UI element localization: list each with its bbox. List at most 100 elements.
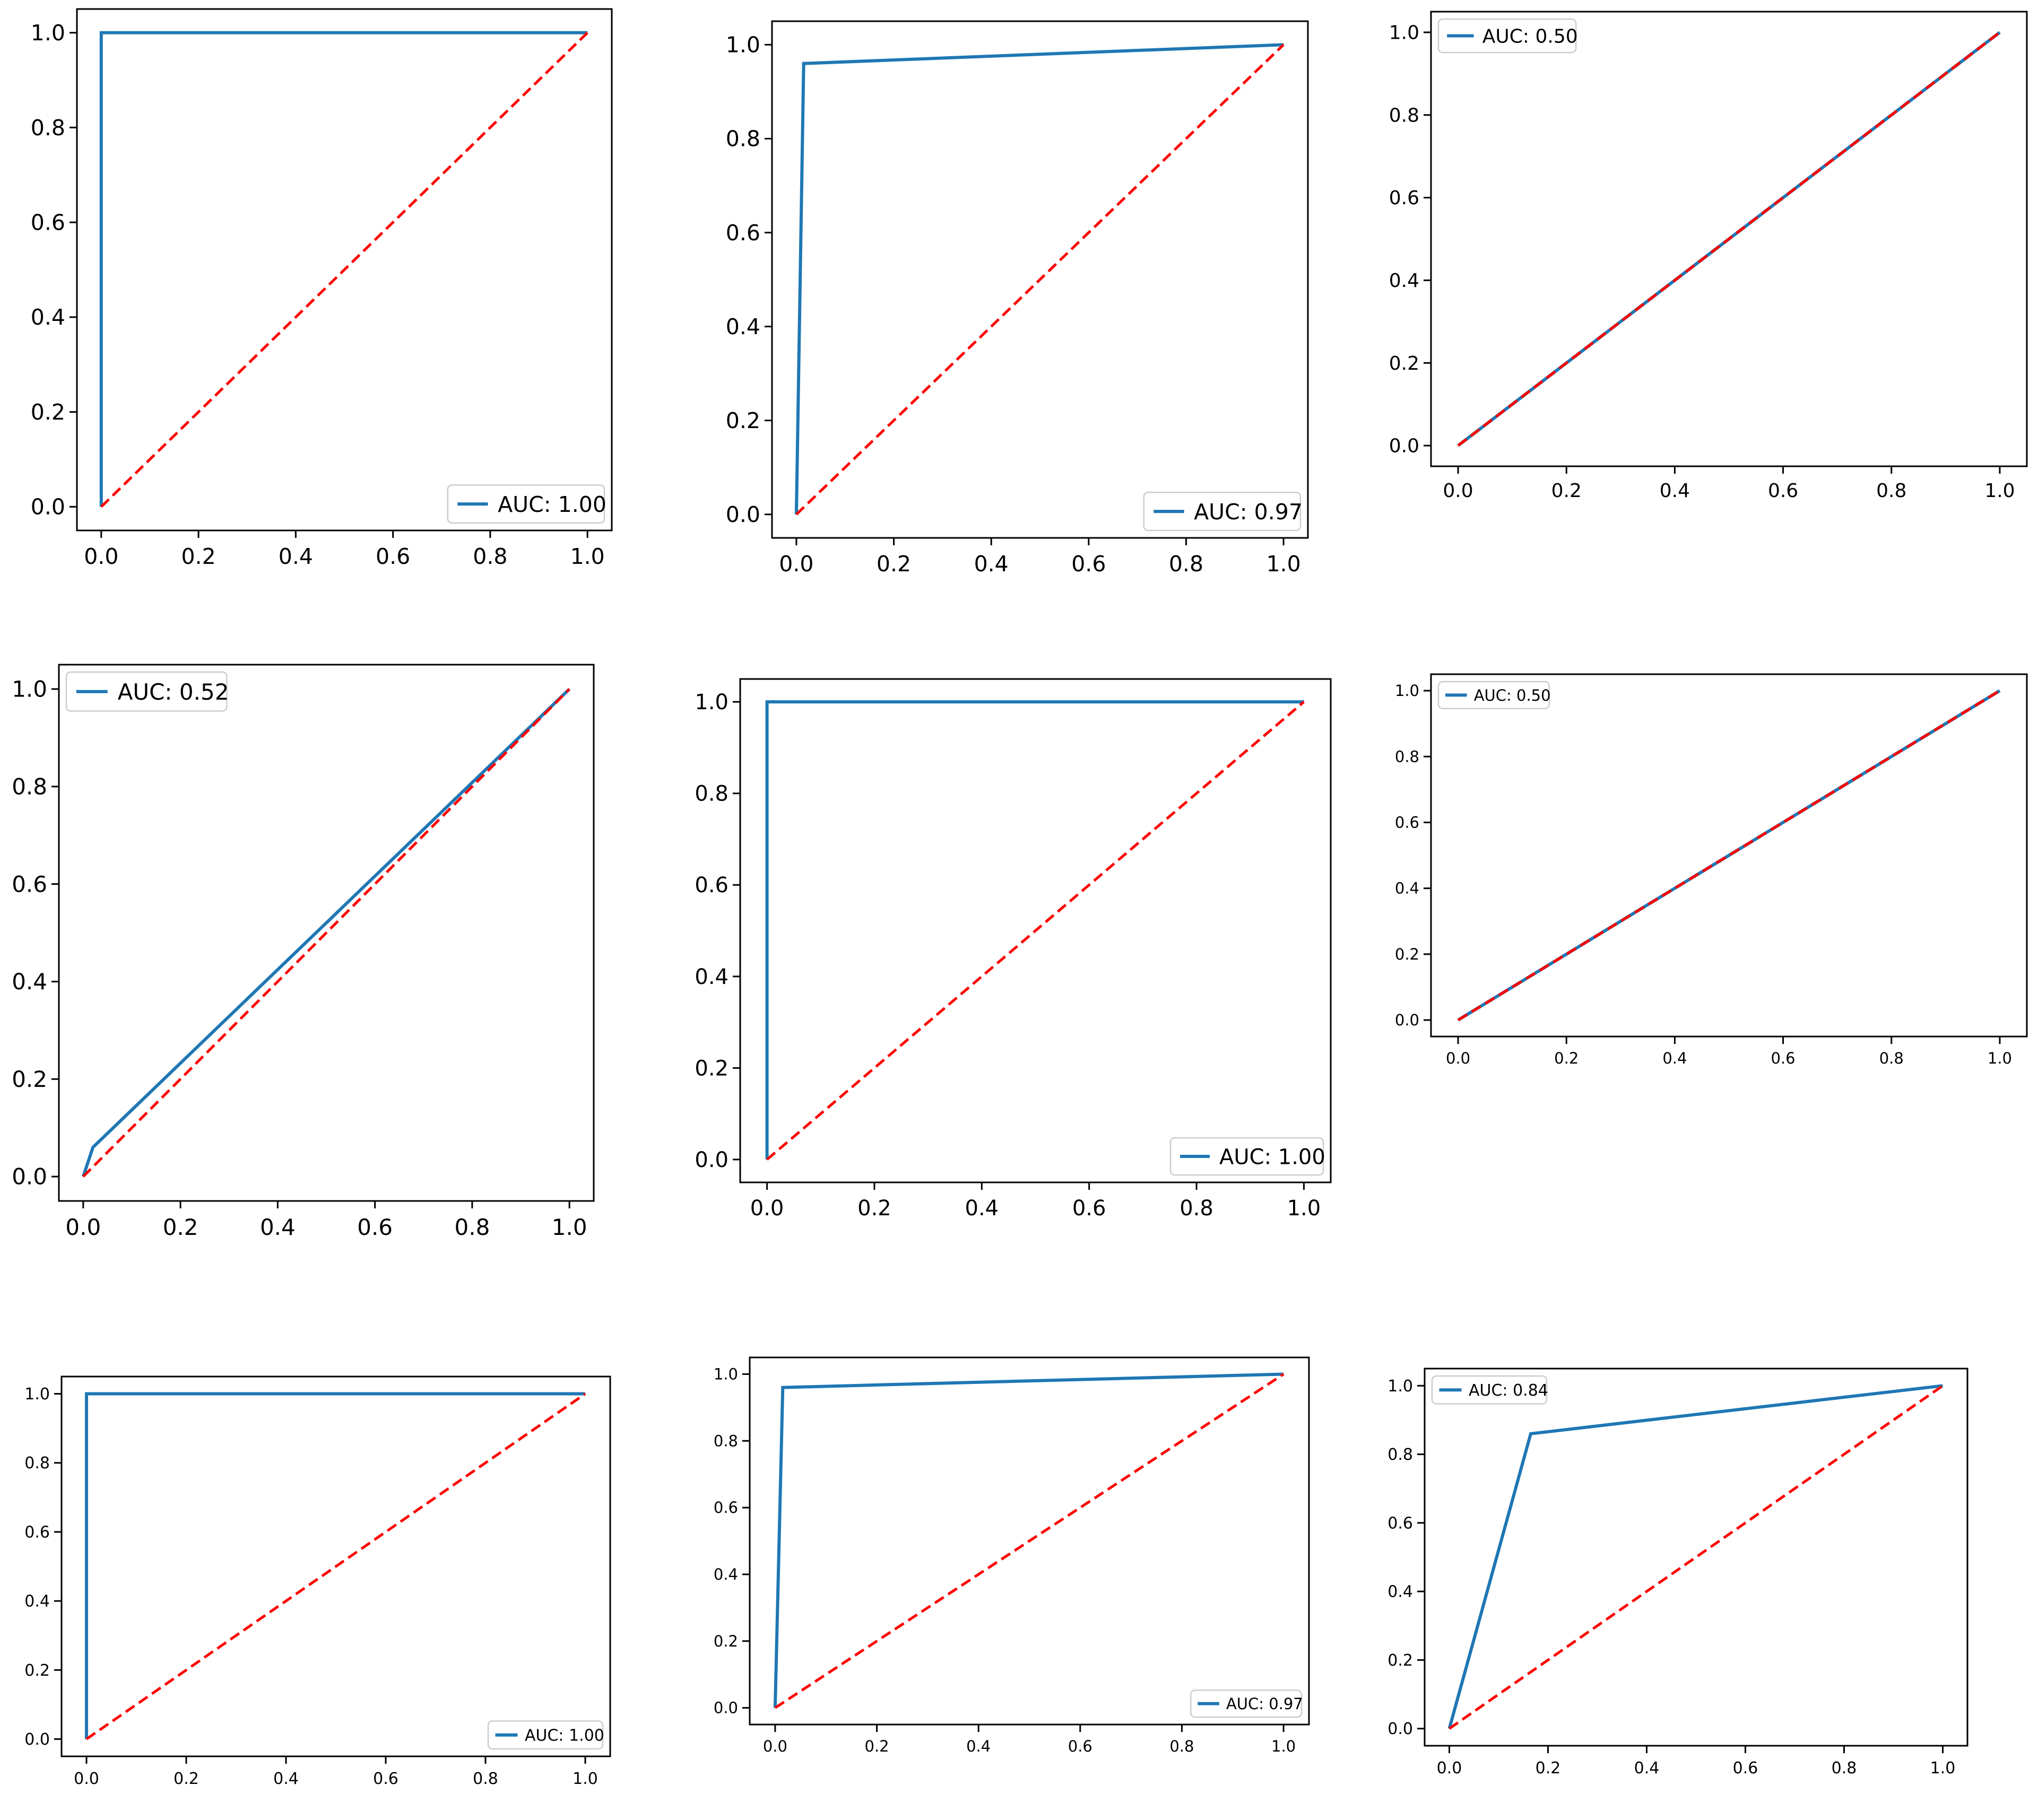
x-tick-label: 1.0 (552, 1214, 587, 1240)
legend-label: AUC: 0.97 (1226, 1695, 1303, 1713)
legend-label: AUC: 1.00 (498, 492, 606, 517)
roc-panel-row1-col2: 0.0 0.2 0.4 0.6 0.8 1.0 0.0 0.2 0.4 0.6 0.8 1.0 AUC:… (703, 11, 1319, 602)
x-tick-label: 0.8 (1180, 1196, 1213, 1221)
y-tick-label: 0.0 (31, 494, 65, 520)
random-baseline-line (82, 688, 570, 1178)
x-tick-label: 0.2 (857, 1196, 891, 1221)
axes-frame (76, 8, 613, 532)
axes-frame (739, 678, 1332, 1183)
y-tick-label: 0.8 (1389, 105, 1419, 126)
random-baseline-line (1449, 1384, 1944, 1730)
roc-curve-line (773, 1372, 1284, 1708)
random-baseline-line (100, 31, 588, 508)
axes-frame (771, 20, 1309, 539)
legend-box (1190, 1690, 1303, 1718)
x-tick-label: 0.4 (965, 1196, 999, 1221)
y-tick-label: 1.0 (1395, 682, 1419, 700)
x-tick-label: 0.8 (455, 1214, 490, 1240)
roc-panel-row2-col3: 0.0 0.2 0.4 0.6 0.8 1.0 0.0 0.2 0.4 0.6 0.8 1.0 AUC:… (1362, 664, 2037, 1100)
plot-area: 0.0 0.2 0.4 0.6 0.8 1.0 0.0 0.2 0.4 0.6 0.8 1.0 AUC:… (714, 1356, 1310, 1755)
roc-chart-svg: 0.0 0.2 0.4 0.6 0.8 1.0 0.0 0.2 0.4 0.6 0.8 1.0 AUC:… (1395, 673, 2028, 1067)
plot-area: 0.0 0.2 0.4 0.6 0.8 1.0 0.0 0.2 0.4 0.6 0.8 1.0 AUC:… (12, 664, 595, 1240)
y-tick-label: 0.8 (695, 782, 729, 806)
roc-panel-row1-col3: 0.0 0.2 0.4 0.6 0.8 1.0 0.0 0.2 0.4 0.6 0.8 1.0 AUC:… (1362, 1, 2037, 530)
random-baseline-line (1457, 31, 2001, 447)
roc-chart-svg: 0.0 0.2 0.4 0.6 0.8 1.0 0.0 0.2 0.4 0.6 0.8 1.0 AUC:… (1387, 1368, 1968, 1778)
x-tick-label: 0.4 (1660, 480, 1690, 502)
x-tick-label: 0.2 (877, 551, 911, 577)
x-tick-label: 1.0 (573, 1770, 598, 1788)
roc-chart-svg: 0.0 0.2 0.4 0.6 0.8 1.0 0.0 0.2 0.4 0.6 0.8 1.0 AUC:… (31, 8, 613, 569)
x-tick-label: 0.2 (163, 1214, 198, 1240)
y-tick-label: 0.6 (31, 210, 65, 235)
roc-chart-svg: 0.0 0.2 0.4 0.6 0.8 1.0 0.0 0.2 0.4 0.6 0.8 1.0 AUC:… (695, 678, 1332, 1221)
x-tick-label: 0.4 (279, 544, 313, 569)
legend: AUC: 0.50 (1437, 18, 1578, 54)
x-tick-label: 0.0 (84, 544, 118, 569)
axes-frame (1430, 673, 2028, 1038)
y-tick-label: 0.0 (24, 1730, 50, 1749)
y-tick-label: 0.6 (12, 871, 47, 897)
x-tick-label: 0.8 (473, 544, 507, 569)
y-tick-label: 0.0 (726, 502, 760, 527)
y-tick-label: 0.2 (1389, 353, 1419, 375)
x-tick-label: 1.0 (1271, 1737, 1296, 1755)
y-tick-label: 0.0 (695, 1148, 729, 1172)
y-tick-label: 0.8 (24, 1454, 50, 1473)
x-tick-label: 0.2 (181, 544, 215, 569)
legend: AUC: 0.52 (65, 671, 229, 712)
x-tick-label: 0.2 (174, 1770, 199, 1788)
x-tick-label: 0.8 (1832, 1759, 1857, 1778)
x-tick-label: 0.0 (779, 551, 813, 577)
roc-curve-line (765, 700, 1304, 1160)
x-tick-label: 0.6 (1733, 1759, 1758, 1778)
plot-area: 0.0 0.2 0.4 0.6 0.8 1.0 0.0 0.2 0.4 0.6 0.8 1.0 AUC:… (726, 20, 1309, 577)
plot-area: 0.0 0.2 0.4 0.6 0.8 1.0 0.0 0.2 0.4 0.6 0.8 1.0 AUC:… (31, 8, 613, 569)
roc-curve-line (1457, 689, 2001, 1022)
legend-box (1437, 681, 1550, 709)
plot-area: 0.0 0.2 0.4 0.6 0.8 1.0 0.0 0.2 0.4 0.6 0.8 1.0 AUC:… (1389, 11, 2028, 502)
y-tick-label: 0.0 (1395, 1011, 1419, 1029)
y-tick-label: 0.0 (1387, 1720, 1413, 1738)
roc-panel-row3-col2: 0.0 0.2 0.4 0.6 0.8 1.0 0.0 0.2 0.4 0.6 0.8 1.0 AUC:… (681, 1347, 1320, 1788)
y-tick-label: 0.0 (1389, 436, 1419, 457)
legend-box (1169, 1137, 1324, 1176)
y-tick-label: 0.4 (1395, 879, 1419, 898)
y-tick-label: 1.0 (24, 1385, 50, 1404)
x-tick-label: 0.6 (357, 1214, 393, 1240)
y-tick-label: 0.8 (726, 126, 760, 152)
y-tick-label: 0.8 (714, 1432, 738, 1450)
y-tick-label: 0.8 (1395, 747, 1419, 765)
legend-box (65, 671, 228, 712)
legend-box (1143, 492, 1302, 532)
axes-frame (1424, 1368, 1968, 1747)
legend-box (1437, 18, 1577, 54)
x-tick-label: 0.4 (260, 1214, 296, 1240)
legend: AUC: 0.97 (1190, 1690, 1303, 1718)
x-tick-label: 1.0 (1984, 480, 2015, 502)
roc-panel-row2-col2: 0.0 0.2 0.4 0.6 0.8 1.0 0.0 0.2 0.4 0.6 0.8 1.0 AUC:… (671, 668, 1341, 1246)
axes-frame (60, 1375, 611, 1757)
x-tick-label: 0.0 (750, 1196, 784, 1221)
x-tick-label: 0.8 (1169, 551, 1203, 577)
y-tick-label: 0.2 (1395, 945, 1419, 963)
legend-label: AUC: 0.50 (1482, 25, 1578, 47)
roc-curve-line (81, 687, 571, 1177)
roc-panel-row3-col1: 0.0 0.2 0.4 0.6 0.8 1.0 0.0 0.2 0.4 0.6 0.8 1.0 AUC:… (0, 1366, 621, 1820)
axes-frame (1430, 11, 2028, 467)
y-tick-label: 0.2 (714, 1632, 738, 1650)
x-tick-label: 0.4 (1634, 1759, 1660, 1778)
legend-label: AUC: 0.52 (118, 679, 229, 705)
roc-curve-line (85, 1392, 585, 1739)
roc-panel-row2-col1: 0.0 0.2 0.4 0.6 0.8 1.0 0.0 0.2 0.4 0.6 0.8 1.0 AUC:… (0, 654, 604, 1265)
random-baseline-line (85, 1392, 586, 1740)
x-tick-label: 1.0 (1266, 551, 1300, 577)
y-tick-label: 0.4 (714, 1565, 738, 1583)
y-tick-label: 0.8 (31, 115, 65, 141)
x-tick-label: 0.8 (1169, 1737, 1194, 1755)
x-tick-label: 0.2 (1551, 480, 1582, 502)
y-tick-label: 1.0 (714, 1365, 738, 1383)
y-tick-label: 0.2 (695, 1056, 729, 1081)
x-tick-label: 0.6 (373, 1770, 398, 1788)
